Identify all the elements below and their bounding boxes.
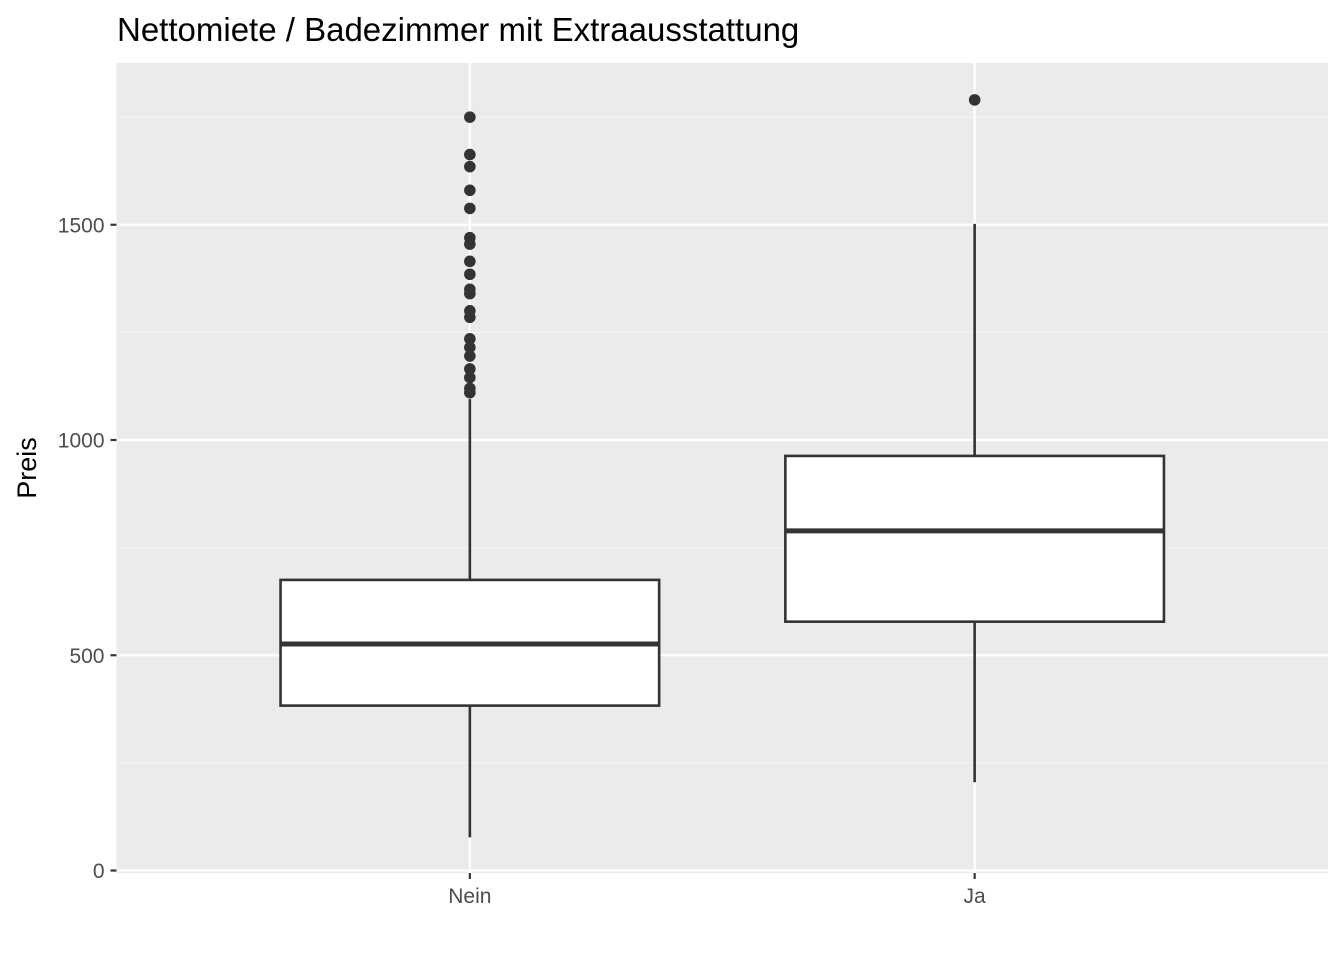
outlier-point — [464, 202, 476, 215]
outlier-point — [464, 350, 476, 362]
y-axis: 0 500 1000 1500 — [58, 214, 117, 883]
x-tick-label: Ja — [964, 885, 987, 908]
outlier-point — [464, 341, 476, 354]
y-tick-label: 1000 — [58, 430, 105, 453]
box-iqr — [784, 454, 1166, 623]
outlier-point — [464, 333, 476, 345]
y-tick-label: 500 — [69, 645, 104, 668]
outlier-point — [968, 94, 981, 106]
outlier-point — [464, 283, 476, 296]
box-ja — [784, 94, 1166, 783]
outlier-point — [464, 268, 476, 281]
outlier-point — [464, 363, 476, 375]
grid-minor — [116, 116, 1328, 764]
x-tick-label: Nein — [448, 885, 491, 908]
outlier-point — [464, 371, 476, 384]
outlier-point — [464, 382, 476, 395]
outlier-point — [464, 111, 476, 123]
outlier-point — [464, 231, 476, 244]
box-nein — [279, 111, 661, 838]
x-axis: Nein Ja — [448, 873, 986, 908]
outlier-point — [464, 184, 476, 197]
y-tick-label: 1500 — [58, 214, 105, 237]
outlier-point — [464, 160, 476, 173]
outlier-point — [464, 148, 476, 161]
y-tick-label: 0 — [93, 860, 105, 883]
boxes — [279, 94, 1166, 838]
outlier-point — [464, 255, 476, 268]
y-axis-title: Preis — [12, 437, 42, 499]
outlier-point — [464, 305, 476, 317]
chart-title: Nettomiete / Badezimmer mit Extraausstat… — [117, 11, 799, 48]
